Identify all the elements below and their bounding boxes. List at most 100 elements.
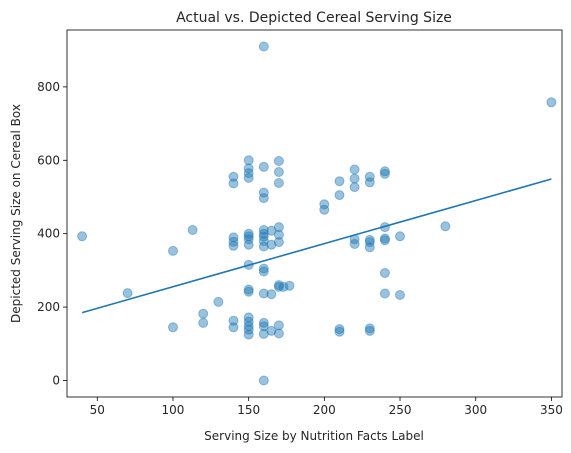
data-point xyxy=(228,171,239,182)
data-point xyxy=(258,317,269,328)
data-point xyxy=(243,321,254,332)
data-point xyxy=(198,317,209,328)
data-point xyxy=(258,225,269,235)
x-tick-label: 150 xyxy=(237,403,260,417)
data-point xyxy=(243,312,254,323)
data-point xyxy=(273,156,284,166)
data-point xyxy=(364,323,375,334)
x-tick-label: 350 xyxy=(540,403,563,417)
data-point xyxy=(228,322,239,333)
x-axis-label: Serving Size by Nutrition Facts Label xyxy=(204,429,424,443)
data-point xyxy=(243,284,254,295)
chart-title: Actual vs. Depicted Cereal Serving Size xyxy=(176,10,452,26)
data-point xyxy=(349,182,360,193)
data-point xyxy=(243,231,254,242)
y-tick-label: 200 xyxy=(37,300,60,314)
data-point xyxy=(364,242,375,253)
trend-line xyxy=(81,178,552,314)
data-point xyxy=(278,281,289,292)
data-point xyxy=(379,268,390,278)
data-point xyxy=(77,231,88,242)
data-point xyxy=(258,236,269,246)
data-point xyxy=(379,166,390,177)
data-point xyxy=(213,296,224,307)
y-axis-ticks: 0 200 400 600 800 xyxy=(37,80,67,387)
data-point xyxy=(266,289,277,300)
data-point xyxy=(243,286,254,297)
data-point xyxy=(395,231,405,242)
trendline-group xyxy=(81,178,552,314)
data-point xyxy=(258,375,269,386)
data-point xyxy=(258,187,269,198)
data-point xyxy=(334,190,345,201)
data-point xyxy=(284,280,295,291)
data-point xyxy=(319,199,330,210)
data-point xyxy=(266,239,277,250)
data-point xyxy=(228,236,239,247)
data-point xyxy=(258,241,269,252)
data-point xyxy=(187,225,198,235)
data-point xyxy=(243,163,254,174)
data-point xyxy=(273,320,284,331)
data-point xyxy=(334,326,345,337)
data-point xyxy=(243,316,254,327)
data-point xyxy=(273,167,284,177)
data-point xyxy=(243,155,254,166)
x-tick-label: 300 xyxy=(464,403,487,417)
data-point xyxy=(258,263,269,274)
data-point xyxy=(334,176,345,187)
data-point xyxy=(273,328,284,339)
data-point xyxy=(258,321,269,332)
y-tick-label: 600 xyxy=(37,153,60,167)
data-point xyxy=(228,240,239,251)
data-point xyxy=(228,315,239,326)
x-tick-label: 50 xyxy=(90,403,105,417)
data-point xyxy=(243,324,254,335)
data-point xyxy=(266,225,277,236)
plot-frame xyxy=(66,29,563,398)
data-point xyxy=(258,288,269,299)
data-point xyxy=(198,308,209,319)
data-point xyxy=(258,328,269,339)
data-point xyxy=(243,329,254,340)
x-tick-label: 100 xyxy=(162,403,185,417)
y-tick-label: 0 xyxy=(52,373,60,387)
data-point xyxy=(379,288,390,299)
data-point xyxy=(273,222,284,233)
data-point xyxy=(440,221,451,232)
data-point xyxy=(364,177,375,188)
data-point xyxy=(266,325,277,336)
y-axis-label: Depicted Serving Size on Cereal Box xyxy=(9,104,23,323)
data-point xyxy=(379,233,390,244)
data-point xyxy=(243,168,254,179)
data-point xyxy=(546,97,557,108)
data-point xyxy=(319,204,330,215)
data-point xyxy=(364,171,375,182)
data-point xyxy=(273,178,284,188)
data-point xyxy=(364,237,375,248)
data-point xyxy=(243,239,254,250)
data-point xyxy=(243,234,254,245)
y-tick-label: 400 xyxy=(37,227,60,241)
x-tick-label: 250 xyxy=(389,403,412,417)
data-point xyxy=(258,266,269,277)
data-point xyxy=(258,228,269,239)
data-point xyxy=(273,229,284,240)
data-point xyxy=(243,172,254,183)
data-point xyxy=(168,245,178,256)
data-point xyxy=(273,281,284,292)
data-point xyxy=(258,161,269,172)
x-axis-ticks: 50 100 150 200 250 300 350 xyxy=(90,397,563,417)
data-point xyxy=(349,164,360,175)
data-point xyxy=(273,237,284,248)
data-point xyxy=(379,235,390,246)
data-point xyxy=(334,324,345,335)
data-point xyxy=(364,325,375,336)
data-point xyxy=(364,234,375,245)
data-point xyxy=(168,322,178,333)
data-point xyxy=(258,231,269,242)
data-point xyxy=(258,41,269,52)
data-point xyxy=(379,168,390,179)
data-points xyxy=(77,41,557,386)
